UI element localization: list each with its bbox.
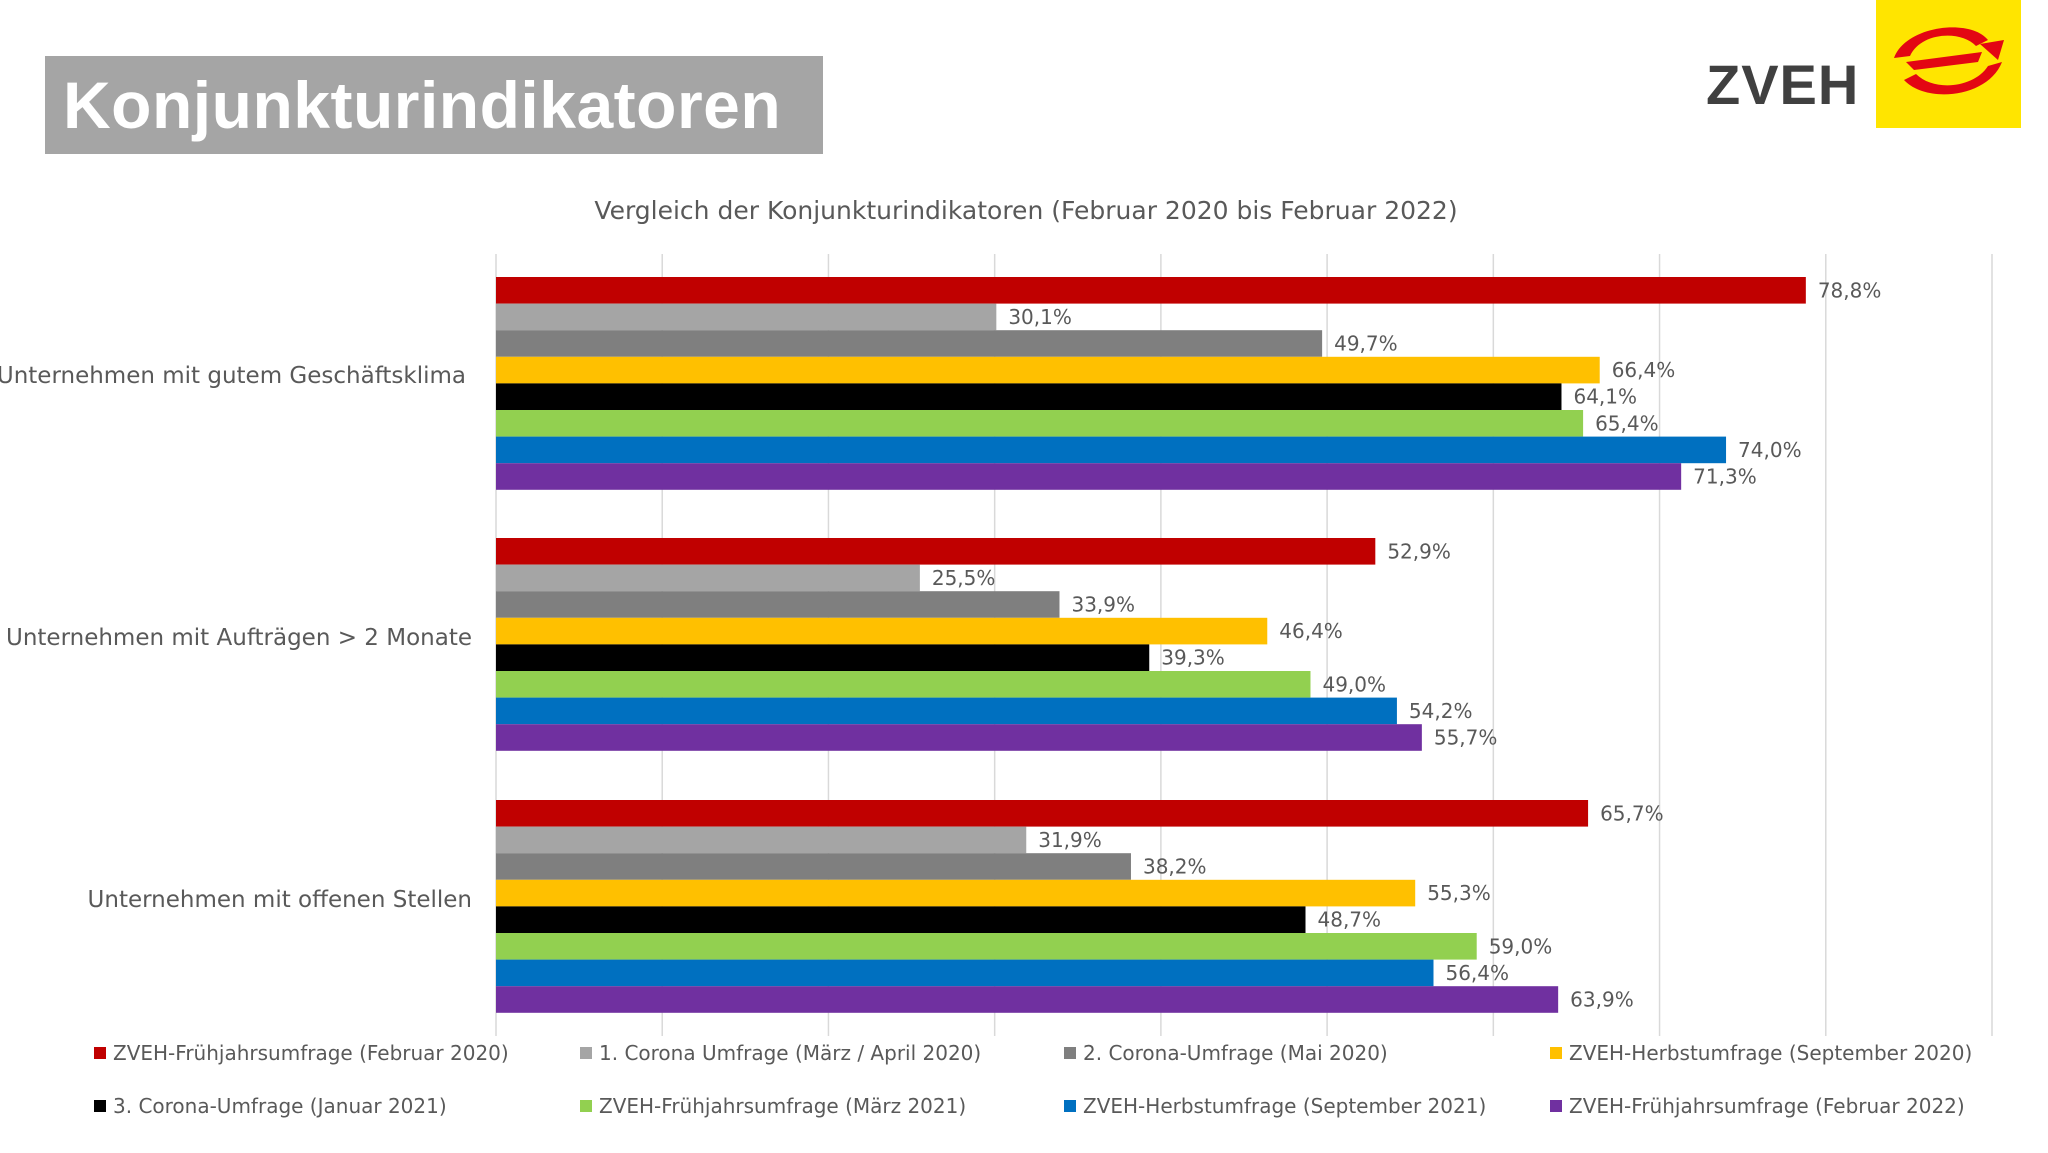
bar: [496, 538, 1376, 565]
legend-swatch: [1550, 1047, 1562, 1059]
legend-label: ZVEH-Frühjahrsumfrage (Februar 2020): [113, 1041, 509, 1065]
bar: [496, 277, 1806, 304]
zveh-logo-icon: [1876, 0, 2021, 128]
data-label: 38,2%: [1143, 855, 1207, 879]
legend-item: 2. Corona-Umfrage (Mai 2020): [1064, 1041, 1388, 1065]
brand-name: ZVEH: [1706, 53, 1860, 116]
data-label: 78,8%: [1818, 278, 1882, 302]
page-title: Konjunkturindikatoren: [63, 68, 782, 142]
legend-item: ZVEH-Frühjahrsumfrage (März 2021): [580, 1094, 966, 1118]
data-label: 54,2%: [1409, 699, 1473, 723]
bar: [496, 697, 1397, 725]
legend-item: 3. Corona-Umfrage (Januar 2021): [94, 1094, 447, 1118]
bar: [496, 879, 1416, 907]
data-label: 33,9%: [1071, 593, 1135, 617]
data-label: 52,9%: [1387, 539, 1451, 563]
category-label: Unternehmen mit Aufträgen > 2 Monate: [6, 625, 472, 651]
legend-item: 1. Corona Umfrage (März / April 2020): [580, 1041, 981, 1065]
legend-swatch: [580, 1047, 592, 1059]
bar: [496, 724, 1422, 751]
legend-item: ZVEH-Frühjahrsumfrage (Februar 2020): [94, 1041, 509, 1065]
chart-title: Vergleich der Konjunkturindikatoren (Feb…: [594, 196, 1457, 225]
category-label: Unternehmen mit gutem Geschäftsklima: [0, 363, 466, 389]
bar: [496, 671, 1311, 698]
data-label: 49,7%: [1334, 332, 1398, 356]
bar: [496, 853, 1131, 880]
category-label: Unternehmen mit offenen Stellen: [88, 887, 472, 913]
data-label: 59,0%: [1489, 934, 1553, 958]
bar: [496, 356, 1600, 384]
legend-item: ZVEH-Herbstumfrage (September 2021): [1064, 1094, 1486, 1118]
bar: [496, 617, 1268, 645]
bar: [496, 959, 1434, 987]
bar: [496, 303, 997, 331]
legend-item: ZVEH-Herbstumfrage (September 2020): [1550, 1041, 1972, 1065]
legend-label: ZVEH-Herbstumfrage (September 2021): [1083, 1094, 1487, 1118]
bar: [496, 410, 1584, 437]
legend-label: 1. Corona Umfrage (März / April 2020): [599, 1041, 982, 1065]
bar: [496, 800, 1589, 827]
data-label: 25,5%: [932, 566, 996, 590]
legend-swatch: [1064, 1047, 1076, 1059]
data-label: 65,4%: [1595, 411, 1659, 435]
legend-label: ZVEH-Frühjahrsumfrage (Februar 2022): [1569, 1094, 1965, 1118]
bar: [496, 906, 1306, 933]
data-label: 56,4%: [1445, 961, 1509, 985]
legend-swatch: [94, 1100, 106, 1112]
title-banner: Konjunkturindikatoren: [45, 56, 823, 154]
bars: [496, 277, 1806, 1013]
data-label: 48,7%: [1318, 908, 1382, 932]
bar: [496, 986, 1559, 1013]
legend-swatch: [580, 1100, 592, 1112]
legend-label: ZVEH-Frühjahrsumfrage (März 2021): [599, 1094, 967, 1118]
legend-label: 3. Corona-Umfrage (Januar 2021): [113, 1094, 447, 1118]
data-labels: 78,8% 30,1% 49,7% 66,4% 64,1%65,4% 74,0% 71,3%…: [932, 278, 1882, 1011]
bar: [496, 933, 1477, 960]
data-label: 74,0%: [1738, 438, 1802, 462]
category-labels: Unternehmen mit gutem Geschäftsklima Unte…: [0, 363, 472, 913]
data-label: 55,7%: [1434, 726, 1498, 750]
legend-swatch: [1550, 1100, 1562, 1112]
bar: [496, 330, 1323, 357]
legend-swatch: [94, 1047, 106, 1059]
bar: [496, 644, 1150, 671]
data-label: 30,1%: [1008, 305, 1072, 329]
data-label: 31,9%: [1038, 828, 1102, 852]
bar: [496, 826, 1027, 854]
data-label: 55,3%: [1427, 881, 1491, 905]
data-label: 65,7%: [1600, 801, 1664, 825]
legend-item: ZVEH-Frühjahrsumfrage (Februar 2022): [1550, 1094, 1965, 1118]
bar: [496, 564, 920, 592]
bar: [496, 383, 1562, 410]
data-label: 64,1%: [1573, 385, 1637, 409]
data-label: 63,9%: [1570, 988, 1634, 1012]
bar: [496, 463, 1682, 490]
legend-label: 2. Corona-Umfrage (Mai 2020): [1083, 1041, 1388, 1065]
data-label: 39,3%: [1161, 646, 1225, 670]
legend-swatch: [1064, 1100, 1076, 1112]
bar: [496, 591, 1060, 618]
data-label: 46,4%: [1279, 619, 1343, 643]
data-label: 71,3%: [1693, 465, 1757, 489]
data-label: 66,4%: [1612, 358, 1676, 382]
legend-label: ZVEH-Herbstumfrage (September 2020): [1569, 1041, 1973, 1065]
data-label: 49,0%: [1322, 672, 1386, 696]
bar: [496, 436, 1727, 464]
